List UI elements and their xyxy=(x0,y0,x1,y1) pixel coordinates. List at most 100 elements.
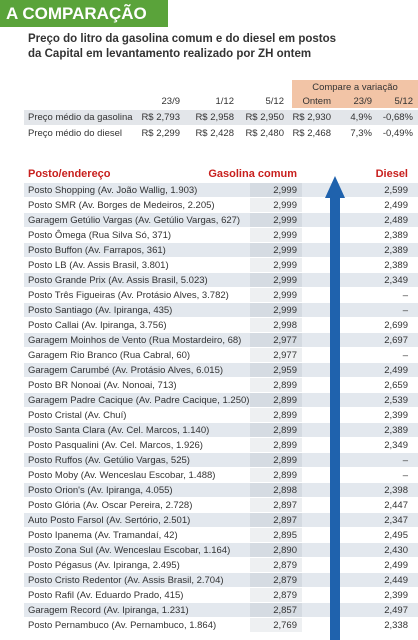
gas-band xyxy=(250,273,302,287)
gas-band xyxy=(250,408,302,422)
row-band xyxy=(24,513,418,527)
station-name: Posto Ipanema (Av. Tramandaí, 42) xyxy=(28,530,178,541)
diesel-price: 2,389 xyxy=(384,260,408,271)
summary-value: R$ 2,428 xyxy=(195,128,234,139)
gas-band xyxy=(250,558,302,572)
diesel-price: 2,599 xyxy=(384,185,408,196)
row-band xyxy=(24,228,418,242)
station-name: Posto Moby (Av. Wenceslau Escobar, 1.488… xyxy=(28,470,216,481)
diesel-price: 2,499 xyxy=(384,200,408,211)
diesel-price: – xyxy=(402,305,408,316)
gasoline-price: 2,999 xyxy=(273,230,297,241)
row-band xyxy=(24,423,418,437)
row-band xyxy=(24,498,418,512)
gas-band xyxy=(250,258,302,272)
diesel-price: 2,497 xyxy=(384,605,408,616)
gas-band xyxy=(250,438,302,452)
gas-band xyxy=(250,588,302,602)
gasoline-price: 2,897 xyxy=(273,500,297,511)
summary-value: R$ 2,958 xyxy=(195,112,234,123)
gasoline-price: 2,959 xyxy=(273,365,297,376)
gas-band xyxy=(250,303,302,317)
station-name: Posto Pégasus (Av. Ipiranga, 2.495) xyxy=(28,560,180,571)
gasoline-price: 2,999 xyxy=(273,215,297,226)
diesel-price: 2,495 xyxy=(384,530,408,541)
gas-band xyxy=(250,618,302,632)
gasoline-price: 2,899 xyxy=(273,395,297,406)
gasoline-price: 2,899 xyxy=(273,425,297,436)
gasoline-price: 2,879 xyxy=(273,575,297,586)
summary-label: Preço médio do diesel xyxy=(28,128,122,139)
summary-value: R$ 2,930 xyxy=(292,112,331,123)
summary-label: Preço médio da gasolina xyxy=(28,112,133,123)
variation-band xyxy=(292,80,418,108)
gas-band xyxy=(250,483,302,497)
row-band xyxy=(24,348,418,362)
row-band xyxy=(24,618,418,632)
gas-band xyxy=(250,183,302,197)
row-band xyxy=(24,453,418,467)
row-band xyxy=(24,528,418,542)
diesel-price: 2,398 xyxy=(384,485,408,496)
gas-band xyxy=(250,528,302,542)
summary-value: R$ 2,950 xyxy=(245,112,284,123)
station-name: Posto Cristal (Av. Chuí) xyxy=(28,410,127,421)
station-name: Posto Pasqualini (Av. Cel. Marcos, 1.926… xyxy=(28,440,203,451)
summary-column-header: 5/12 xyxy=(394,96,414,107)
station-name: Garagem Rio Branco (Rua Cabral, 60) xyxy=(28,350,191,361)
station-name: Posto Ômega (Rua Silva Só, 371) xyxy=(28,230,172,241)
summary-value: R$ 2,793 xyxy=(141,112,180,123)
station-name: Posto Zona Sul (Av. Wenceslau Escobar, 1… xyxy=(28,545,231,556)
diesel-price: 2,399 xyxy=(384,590,408,601)
gas-band xyxy=(250,243,302,257)
gasoline-price: 2,999 xyxy=(273,275,297,286)
diesel-price: 2,499 xyxy=(384,560,408,571)
diesel-price: – xyxy=(402,455,408,466)
summary-value: R$ 2,468 xyxy=(292,128,331,139)
gas-band xyxy=(250,393,302,407)
summary-column-header: Ontem xyxy=(302,96,331,107)
station-name: Posto Glória (Av. Oscar Pereira, 2.728) xyxy=(28,500,193,511)
station-name: Posto Santiago (Av. Ipiranga, 435) xyxy=(28,305,173,316)
station-name: Posto Cristo Redentor (Av. Assis Brasil,… xyxy=(28,575,224,586)
diesel-price: 2,449 xyxy=(384,575,408,586)
row-band xyxy=(24,603,418,617)
gas-band xyxy=(250,453,302,467)
row-band xyxy=(24,483,418,497)
row-band xyxy=(24,258,418,272)
gasoline-price: 2,999 xyxy=(273,245,297,256)
gasoline-price: 2,898 xyxy=(273,485,297,496)
title: A COMPARAÇÃO xyxy=(0,0,168,27)
row-band xyxy=(24,243,418,257)
station-name: Garagem Record (Av. Ipiranga, 1.231) xyxy=(28,605,189,616)
gasoline-price: 2,899 xyxy=(273,470,297,481)
row-band xyxy=(24,468,418,482)
gasoline-price: 2,999 xyxy=(273,305,297,316)
gas-band xyxy=(250,378,302,392)
station-name: Garagem Moinhos de Vento (Rua Mostardeir… xyxy=(28,335,242,346)
diesel-price: – xyxy=(402,350,408,361)
gasoline-price: 2,857 xyxy=(273,605,297,616)
gas-band xyxy=(250,603,302,617)
summary-value: R$ 2,480 xyxy=(245,128,284,139)
summary-value: 4,9% xyxy=(350,112,372,123)
station-name: Auto Posto Farsol (Av. Sertório, 2.501) xyxy=(28,515,191,526)
station-name: Garagem Carumbé (Av. Protásio Alves, 6.0… xyxy=(28,365,224,376)
station-name: Posto Grande Prix (Av. Assis Brasil, 5.0… xyxy=(28,275,208,286)
diesel-price: 2,499 xyxy=(384,365,408,376)
row-band xyxy=(24,213,418,227)
gasoline-price: 2,879 xyxy=(273,560,297,571)
subtitle: Preço do litro da gasolina comum e do di… xyxy=(28,33,337,45)
gasoline-price: 2,899 xyxy=(273,410,297,421)
summary-column-header: 23/9 xyxy=(161,96,181,107)
gasoline-price: 2,899 xyxy=(273,455,297,466)
summary-value: 7,3% xyxy=(350,128,372,139)
gas-band xyxy=(250,513,302,527)
summary-column-header: 5/12 xyxy=(265,96,285,107)
gasoline-price: 2,895 xyxy=(273,530,297,541)
diesel-price: – xyxy=(402,290,408,301)
row-band xyxy=(24,408,418,422)
diesel-price: 2,349 xyxy=(384,275,408,286)
